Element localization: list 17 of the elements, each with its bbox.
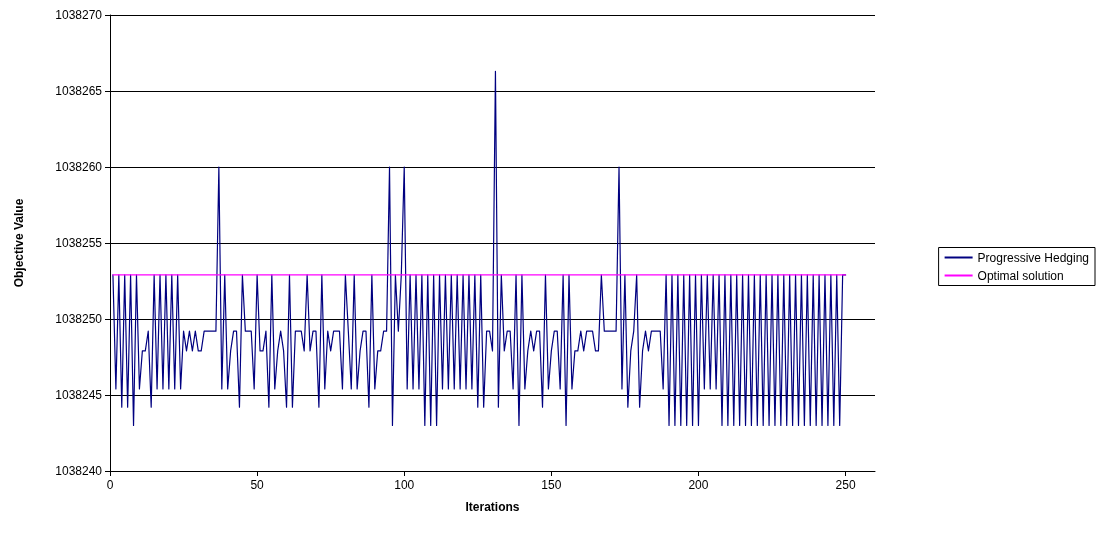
x-tick-label: 100: [394, 478, 415, 492]
x-tick-label: 250: [835, 478, 856, 492]
y-tick-label: 1038270: [55, 8, 103, 22]
y-tick-label: 1038255: [55, 236, 103, 250]
y-tick-label: 1038260: [55, 160, 103, 174]
y-tick-label: 1038245: [55, 388, 103, 402]
x-axis-title: Iterations: [465, 500, 520, 514]
x-tick-label: 150: [541, 478, 562, 492]
y-axis-title: Objective Value: [12, 198, 26, 288]
legend-label: Optimal solution: [977, 268, 1064, 283]
y-tick-label: 1038265: [55, 84, 103, 98]
x-tick-label: 200: [688, 478, 709, 492]
legend-label: Progressive Hedging: [977, 250, 1090, 265]
y-tick-label: 1038240: [55, 464, 103, 478]
x-tick-label: 50: [250, 478, 265, 492]
x-tick-label: 0: [106, 478, 114, 492]
y-tick-label: 1038250: [55, 312, 103, 326]
